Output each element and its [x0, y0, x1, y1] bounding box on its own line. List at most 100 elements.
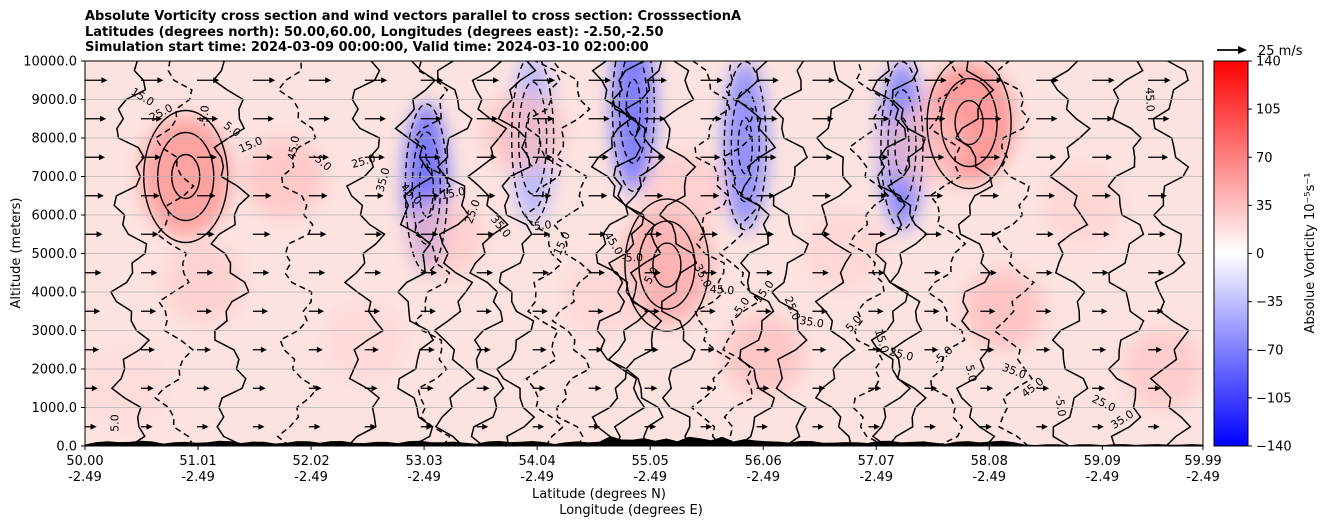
wind-vector-head [763, 385, 770, 392]
wind-vector-head [153, 192, 160, 199]
wind-vector-head [1162, 154, 1169, 161]
contour-label: 25.0 [350, 152, 377, 171]
colorbar-tick-label: 105 [1256, 103, 1281, 118]
wind-vector-head [884, 77, 891, 84]
wind-vector-head [265, 192, 272, 199]
wind-vector-head [599, 269, 606, 276]
x-tick-label-latitude: 56.06 [745, 454, 782, 469]
wind-vector-head [372, 346, 379, 353]
vorticity-patch [484, 92, 565, 173]
wind-vector-head [825, 192, 832, 199]
y-tick-label: 7000.0 [32, 170, 78, 185]
wind-vector-head [987, 385, 994, 392]
wind-vector-head [269, 77, 276, 84]
contour-label: 45.0 [709, 283, 734, 298]
wind-vector-head [433, 192, 440, 199]
wind-vector-head [985, 423, 992, 430]
wind-vector-head [320, 231, 327, 238]
wind-vector-head [152, 231, 159, 238]
wind-vector-head [876, 346, 883, 353]
y-tick-label: 6000.0 [32, 209, 78, 224]
wind-vector-head [432, 231, 439, 238]
wind-vector-head [713, 192, 720, 199]
wind-vector-head [325, 77, 332, 84]
plot-area: 5.015.025.035.045.0-5.05.015.025.035.045… [85, 61, 1203, 446]
vorticity-patch [1043, 164, 1124, 245]
contour-label: 5.0 [109, 414, 122, 432]
wind-vector-head [379, 115, 386, 122]
colorbar-tick-label: −35 [1256, 295, 1283, 310]
terrain-fill [85, 436, 1203, 446]
contour-ring-positive [926, 61, 1012, 190]
wind-vector-head [827, 115, 834, 122]
vorticity-patch [244, 137, 325, 218]
wind-vector-head [487, 269, 494, 276]
contour-label: 5.0 [533, 218, 552, 233]
contour-ring-negative [411, 131, 442, 245]
contour-label: 25.0 [888, 345, 915, 364]
wind-vector-head [1102, 269, 1109, 276]
wind-vector-head [882, 154, 889, 161]
x-tick-label-longitude: -2.49 [1085, 470, 1119, 485]
wind-vector-head [877, 308, 884, 315]
colorbar-tick-label: 0 [1256, 247, 1264, 262]
x-tick-label-longitude: -2.49 [746, 470, 780, 485]
wind-vector-head [772, 77, 779, 84]
contour-ring-negative [887, 88, 917, 203]
wind-vector-head [824, 231, 831, 238]
wind-vector-head [547, 115, 554, 122]
wind-vector-head [879, 231, 886, 238]
wind-vector-head [991, 231, 998, 238]
y-axis: 0.0 1000.0 2000.0 3000.0 4000.0 5000.0 6000.0 7… [23, 55, 85, 455]
wind-vector-head [1157, 308, 1164, 315]
wind-vector-head [883, 115, 890, 122]
wind-vector-head [818, 423, 825, 430]
wind-vector-head [1049, 192, 1056, 199]
wind-vector-head [770, 154, 777, 161]
wind-vector-head [147, 385, 154, 392]
contour-ring-positive [954, 99, 984, 146]
wind-vector-head [990, 269, 997, 276]
x-tick-label-longitude: -2.49 [68, 470, 102, 485]
vorticity-patch [963, 269, 1044, 350]
wind-vector-head [1159, 231, 1166, 238]
contour-label: 45.0 [1143, 87, 1157, 112]
colorbar-tick-label: 35 [1256, 199, 1273, 214]
wind-vector-head [1052, 77, 1059, 84]
wind-vector-head [314, 423, 321, 430]
chart-subtitle-coords: Latitudes (degrees north): 50.00,60.00, … [85, 24, 664, 40]
wind-vector-head [762, 423, 769, 430]
wind-vector-head [1106, 154, 1113, 161]
wind-vector-head [543, 269, 550, 276]
contour-ring-negative [723, 61, 767, 231]
wind-vector-head [716, 77, 723, 84]
wind-vector-head [657, 192, 664, 199]
wind-vector-head [769, 192, 776, 199]
wind-vector-head [828, 77, 835, 84]
wind-vector-head [710, 269, 717, 276]
wind-vector-head [932, 346, 939, 353]
wind-vector-head [1108, 77, 1115, 84]
colorbar-tick-label: −105 [1256, 391, 1292, 406]
wind-vector-head [99, 154, 105, 161]
wind-vector-head [765, 308, 772, 315]
chart-title: Absolute Vorticity cross section and win… [85, 9, 742, 24]
wind-vector-head [426, 423, 433, 430]
wind-vector-head [212, 115, 219, 122]
quiver-key-label: 25 m/s [1258, 44, 1303, 59]
wind-vector-head [209, 192, 216, 199]
wind-vector-head [268, 115, 275, 122]
wind-vector-head [213, 77, 220, 84]
wind-vector-head [596, 346, 603, 353]
wind-vector-head [207, 269, 214, 276]
wind-vector-head [708, 346, 715, 353]
vorticity-patch [564, 256, 645, 337]
wind-vector-head [546, 154, 553, 161]
wind-vector-head [435, 115, 442, 122]
wind-vector-head [545, 192, 552, 199]
wind-vector-head [600, 231, 607, 238]
wind-vector-head [1101, 308, 1108, 315]
wind-vector-head [202, 423, 209, 430]
wind-vector-head [996, 77, 1003, 84]
wind-vector-head [156, 115, 163, 122]
